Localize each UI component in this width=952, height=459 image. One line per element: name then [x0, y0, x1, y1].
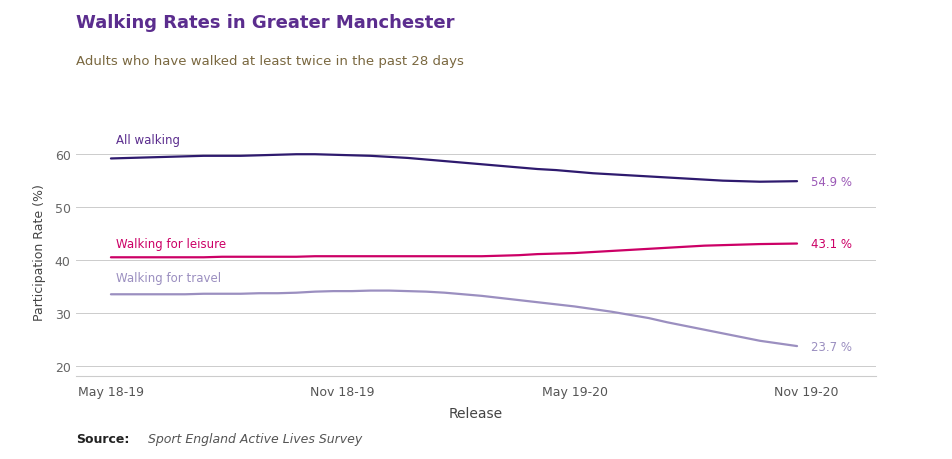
X-axis label: Release: Release — [449, 406, 503, 420]
Text: Walking for travel: Walking for travel — [115, 271, 221, 284]
Text: 23.7 %: 23.7 % — [811, 340, 852, 353]
Text: Adults who have walked at least twice in the past 28 days: Adults who have walked at least twice in… — [76, 55, 464, 68]
Text: Walking for leisure: Walking for leisure — [115, 238, 226, 251]
Text: All walking: All walking — [115, 134, 180, 147]
Text: 54.9 %: 54.9 % — [811, 175, 852, 188]
Text: Sport England Active Lives Survey: Sport England Active Lives Survey — [148, 432, 362, 445]
Text: 43.1 %: 43.1 % — [811, 237, 852, 251]
Y-axis label: Participation Rate (%): Participation Rate (%) — [33, 184, 47, 321]
Text: Walking Rates in Greater Manchester: Walking Rates in Greater Manchester — [76, 14, 455, 32]
Text: Source:: Source: — [76, 432, 129, 445]
